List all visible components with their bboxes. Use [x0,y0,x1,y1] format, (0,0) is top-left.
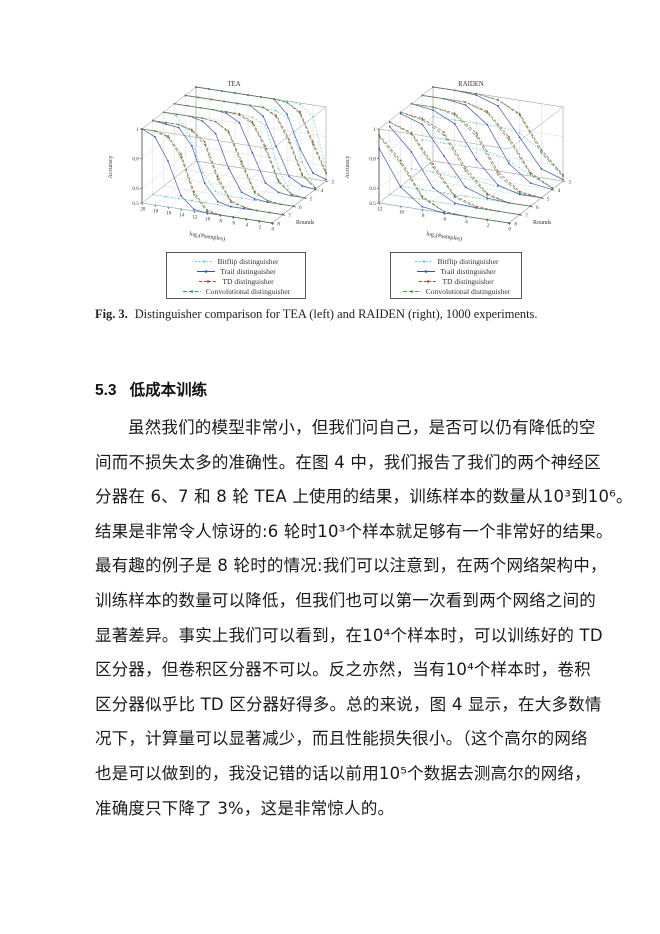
svg-text:4: 4 [558,188,561,194]
legend-line-swatch [194,259,213,263]
svg-text:6: 6 [299,205,302,211]
legend-line-swatch [402,289,421,293]
paragraph-line: 也是可以做到的，我没记错的话以前用10⁵个数据去测高尔的网络， [95,763,591,783]
legend-item: Convolutional distinguisher [171,286,301,296]
raiden-legend: Bitflip distinguisher Trail distinguishe… [390,252,522,299]
svg-text:18: 18 [153,208,159,214]
svg-text:Rounds: Rounds [296,220,315,226]
svg-text:16: 16 [166,210,172,216]
svg-text:0.5: 0.5 [369,201,376,207]
section-heading: 5.3 低成本训练 [95,378,207,400]
svg-text:3: 3 [568,180,571,186]
paragraph-line: 训练样本的数量可以降低，但我们也可以第一次看到两个网络之间的 [95,590,596,610]
svg-text:0.8: 0.8 [369,157,376,163]
svg-text:4: 4 [465,220,468,226]
svg-text:20: 20 [140,206,146,212]
legend-item: Trail distinguisher [395,266,517,276]
svg-text:14: 14 [179,212,185,218]
legend-item: Bitflip distinguisher [171,256,301,266]
legend-line-swatch [199,279,218,283]
svg-text:12: 12 [377,206,383,212]
section-paragraph: 虽然我们的模型非常小，但我们问自己，是否可以仍有降低的空 间而不损失太多的准确性… [95,411,633,826]
svg-text:TEA: TEA [227,81,240,88]
paragraph-line: 区分器似乎比 TD 区分器好得多。总的来说，图 4 显示，在大多数情 [95,694,602,714]
svg-text:Accuracy: Accuracy [108,156,114,179]
paragraph-line: 准确度只下降了 3%，这是非常惊人的。 [95,798,395,818]
paragraph-line: 最有趣的例子是 8 轮时的情况:我们可以注意到，在两个网络架构中， [95,556,607,576]
svg-text:10: 10 [399,210,405,216]
svg-text:1: 1 [373,127,376,133]
legend-item: Convolutional distinguisher [395,286,517,296]
section-number: 5.3 [95,382,117,399]
svg-text:0.8: 0.8 [132,157,139,163]
paragraph-line: 分器在 6、7 和 8 轮 TEA 上使用的结果，训练样本的数量从10³到10⁶… [95,487,633,507]
svg-text:RAIDEN: RAIDEN [458,81,484,88]
paragraph-line: 间而不损失太多的准确性。在图 4 中，我们报告了我们的两个神经区 [95,452,601,472]
figure-caption-text: Distinguisher comparison for TEA (left) … [134,307,538,321]
paragraph-line: 结果是非常令人惊讶的:6 轮时10³个样本就足够有一个非常好的结果。 [95,521,613,541]
svg-text:6: 6 [233,220,236,226]
tea-legend: Bitflip distinguisher Trail distinguishe… [166,252,306,299]
legend-item: Bitflip distinguisher [395,256,517,266]
svg-text:0.6: 0.6 [369,186,376,192]
figure-caption-label: Fig. 3. [95,307,128,321]
svg-text:log₂(#samples): log₂(#samples) [189,230,226,242]
legend-item: TD distinguisher [171,276,301,286]
svg-text:8: 8 [422,213,425,219]
paragraph-line: 区分器，但卷积区分器不可以。反之亦然，当有10⁴个样本时，卷积 [95,660,591,680]
svg-text:1: 1 [136,127,139,133]
legend-item-label: Convolutional distinguisher [425,286,511,296]
legend-item-label: Trail distinguisher [440,266,496,276]
paragraph-line: 显著差异。事实上我们可以看到，在10⁴个样本时，可以训练好的 TD [95,625,603,645]
svg-text:3: 3 [331,180,334,186]
svg-text:7: 7 [288,213,291,219]
svg-text:12: 12 [192,214,198,220]
svg-text:5: 5 [310,196,313,202]
svg-text:5: 5 [547,196,550,202]
figure-caption: Fig. 3. Distinguisher comparison for TEA … [95,306,565,323]
legend-item-label: Bitflip distinguisher [217,256,279,266]
section-title: 低成本训练 [129,382,208,399]
legend-item-label: Convolutional distinguisher [205,286,291,296]
legend-item: TD distinguisher [395,276,517,286]
svg-text:8: 8 [277,222,280,228]
legend-line-swatch [414,259,433,263]
svg-text:Rounds: Rounds [533,220,552,226]
svg-text:2: 2 [259,224,262,230]
paragraph-line: 况下，计算量可以显著减少，而且性能损失很小。（这个高尔的网络 [95,729,588,749]
svg-text:6: 6 [536,205,539,211]
svg-text:7: 7 [525,213,528,219]
legend-item-label: TD distinguisher [442,276,494,286]
svg-text:8: 8 [220,218,223,224]
svg-text:2: 2 [487,223,490,229]
svg-text:0: 0 [509,226,512,232]
legend-item-label: TD distinguisher [222,276,274,286]
raiden-plot: 0.5 0.6 0.8 1 12 10 8 6 4 2 0 3 4 5 6 7 8 RAIDEN log₂(#sam… [345,81,571,243]
legend-line-swatch [419,279,438,283]
legend-item-label: Bitflip distinguisher [437,256,499,266]
svg-text:Accuracy: Accuracy [345,156,351,179]
svg-text:0: 0 [272,226,275,232]
svg-text:log₂(#samples): log₂(#samples) [426,230,463,242]
svg-text:4: 4 [246,222,249,228]
svg-text:0.5: 0.5 [132,201,139,207]
svg-text:8: 8 [514,222,517,228]
legend-item: Trail distinguisher [171,266,301,276]
legend-item-label: Trail distinguisher [220,266,276,276]
legend-line-swatch [182,289,201,293]
paragraph-line: 虽然我们的模型非常小，但我们问自己，是否可以仍有降低的空 [128,418,596,437]
svg-text:4: 4 [321,188,324,194]
svg-text:10: 10 [205,216,211,222]
svg-text:0.6: 0.6 [132,186,139,192]
legend-line-swatch [417,269,436,273]
svg-text:6: 6 [444,216,447,222]
legend-line-swatch [197,269,216,273]
